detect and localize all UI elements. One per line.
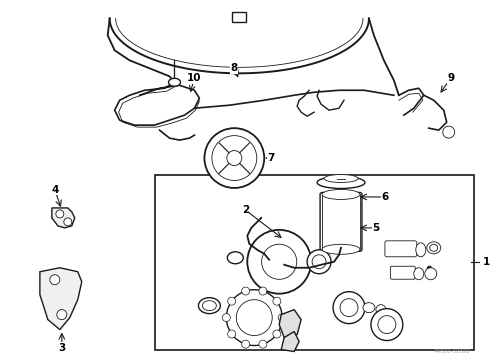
Text: 9: 9	[447, 73, 454, 83]
FancyBboxPatch shape	[391, 266, 416, 279]
Polygon shape	[281, 332, 299, 351]
Text: 5: 5	[372, 223, 380, 233]
Circle shape	[204, 128, 264, 188]
Ellipse shape	[430, 244, 438, 251]
Ellipse shape	[169, 78, 180, 86]
Polygon shape	[279, 310, 301, 338]
FancyBboxPatch shape	[320, 193, 362, 251]
Circle shape	[242, 340, 249, 348]
Text: 2: 2	[242, 205, 249, 215]
Circle shape	[259, 287, 267, 295]
Text: 8: 8	[231, 63, 238, 73]
Circle shape	[312, 255, 326, 269]
Circle shape	[259, 340, 267, 348]
FancyBboxPatch shape	[385, 241, 417, 257]
Text: 3: 3	[58, 342, 66, 352]
Ellipse shape	[324, 175, 358, 183]
Circle shape	[340, 299, 358, 316]
Ellipse shape	[198, 298, 220, 314]
Ellipse shape	[427, 242, 441, 254]
Ellipse shape	[322, 189, 360, 199]
Text: 6: 6	[381, 192, 389, 202]
Text: 44320-12322: 44320-12322	[434, 350, 471, 355]
Circle shape	[278, 314, 286, 321]
Circle shape	[226, 290, 282, 346]
Ellipse shape	[376, 305, 386, 315]
Circle shape	[273, 297, 281, 305]
Circle shape	[443, 126, 455, 138]
Circle shape	[228, 330, 236, 338]
Circle shape	[56, 210, 64, 218]
Bar	[154, 175, 474, 350]
Polygon shape	[52, 208, 75, 228]
Ellipse shape	[322, 244, 360, 254]
Circle shape	[371, 309, 403, 341]
Circle shape	[262, 244, 297, 279]
Ellipse shape	[416, 243, 426, 257]
Circle shape	[273, 330, 281, 338]
Circle shape	[57, 310, 67, 320]
Polygon shape	[40, 268, 82, 329]
Circle shape	[242, 287, 249, 295]
Circle shape	[247, 230, 311, 294]
Ellipse shape	[414, 268, 424, 280]
Text: 7: 7	[268, 153, 275, 163]
Circle shape	[333, 292, 365, 324]
Circle shape	[50, 275, 60, 285]
Ellipse shape	[227, 252, 244, 264]
Circle shape	[228, 297, 236, 305]
Text: 4: 4	[51, 185, 58, 195]
Circle shape	[236, 300, 272, 336]
Ellipse shape	[425, 268, 437, 280]
Bar	[232, 13, 246, 22]
Circle shape	[212, 136, 257, 180]
Circle shape	[378, 316, 396, 334]
Circle shape	[64, 218, 72, 226]
Ellipse shape	[202, 301, 217, 311]
Circle shape	[227, 150, 242, 166]
Text: 1: 1	[483, 257, 490, 267]
Circle shape	[222, 314, 230, 321]
Ellipse shape	[363, 303, 375, 312]
Circle shape	[307, 250, 331, 274]
Ellipse shape	[317, 176, 365, 189]
Text: 10: 10	[187, 73, 202, 83]
